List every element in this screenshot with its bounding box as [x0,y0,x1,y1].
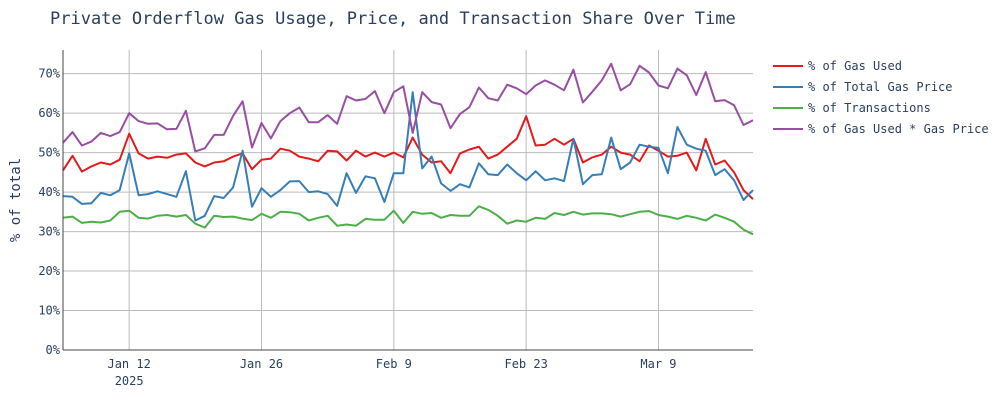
series-line-3 [62,205,754,236]
legend-label: % of Transactions [808,101,931,115]
y-tick-label: 10% [38,304,60,318]
x-tick-label: Mar 9 [640,357,676,371]
series-lines [62,62,754,236]
x-tick-label: Jan 26 [240,357,283,371]
x-axis-ticks: Jan 12 2025 Jan 26 Feb 9 Feb 23 Mar 9 [107,357,676,388]
x-tick-label: Feb 23 [504,357,547,371]
y-tick-label: 20% [38,264,60,278]
y-tick-label: 60% [38,106,60,120]
y-tick-label: 70% [38,67,60,81]
gridlines [63,50,753,350]
legend-item[interactable]: % of Transactions [773,101,931,115]
legend-item[interactable]: % of Total Gas Price [773,80,953,94]
legend-label: % of Gas Used [808,59,902,73]
x-tick-year-label: 2025 [115,374,144,388]
y-tick-label: 40% [38,185,60,199]
chart-title: Private Orderflow Gas Usage, Price, and … [50,9,736,29]
x-tick-label: Feb 9 [376,357,412,371]
legend[interactable]: % of Gas Used % of Total Gas Price % of Tr… [773,59,989,136]
legend-item[interactable]: % of Gas Used [773,59,902,73]
legend-label: % of Total Gas Price [808,80,953,94]
series-line-4 [62,62,754,153]
axis-lines [62,50,753,351]
y-tick-label: 30% [38,225,60,239]
series-line-2 [62,91,754,222]
series-line-1 [62,115,754,200]
y-tick-label: 50% [38,146,60,160]
legend-item[interactable]: % of Gas Used * Gas Price [773,122,989,136]
y-axis-ticks: 0% 10% 20% 30% 40% 50% 60% 70% [38,67,60,357]
x-tick-label: Jan 12 [107,357,150,371]
legend-label: % of Gas Used * Gas Price [808,122,989,136]
y-axis-title: % of total [8,158,24,242]
y-tick-label: 0% [46,343,61,357]
